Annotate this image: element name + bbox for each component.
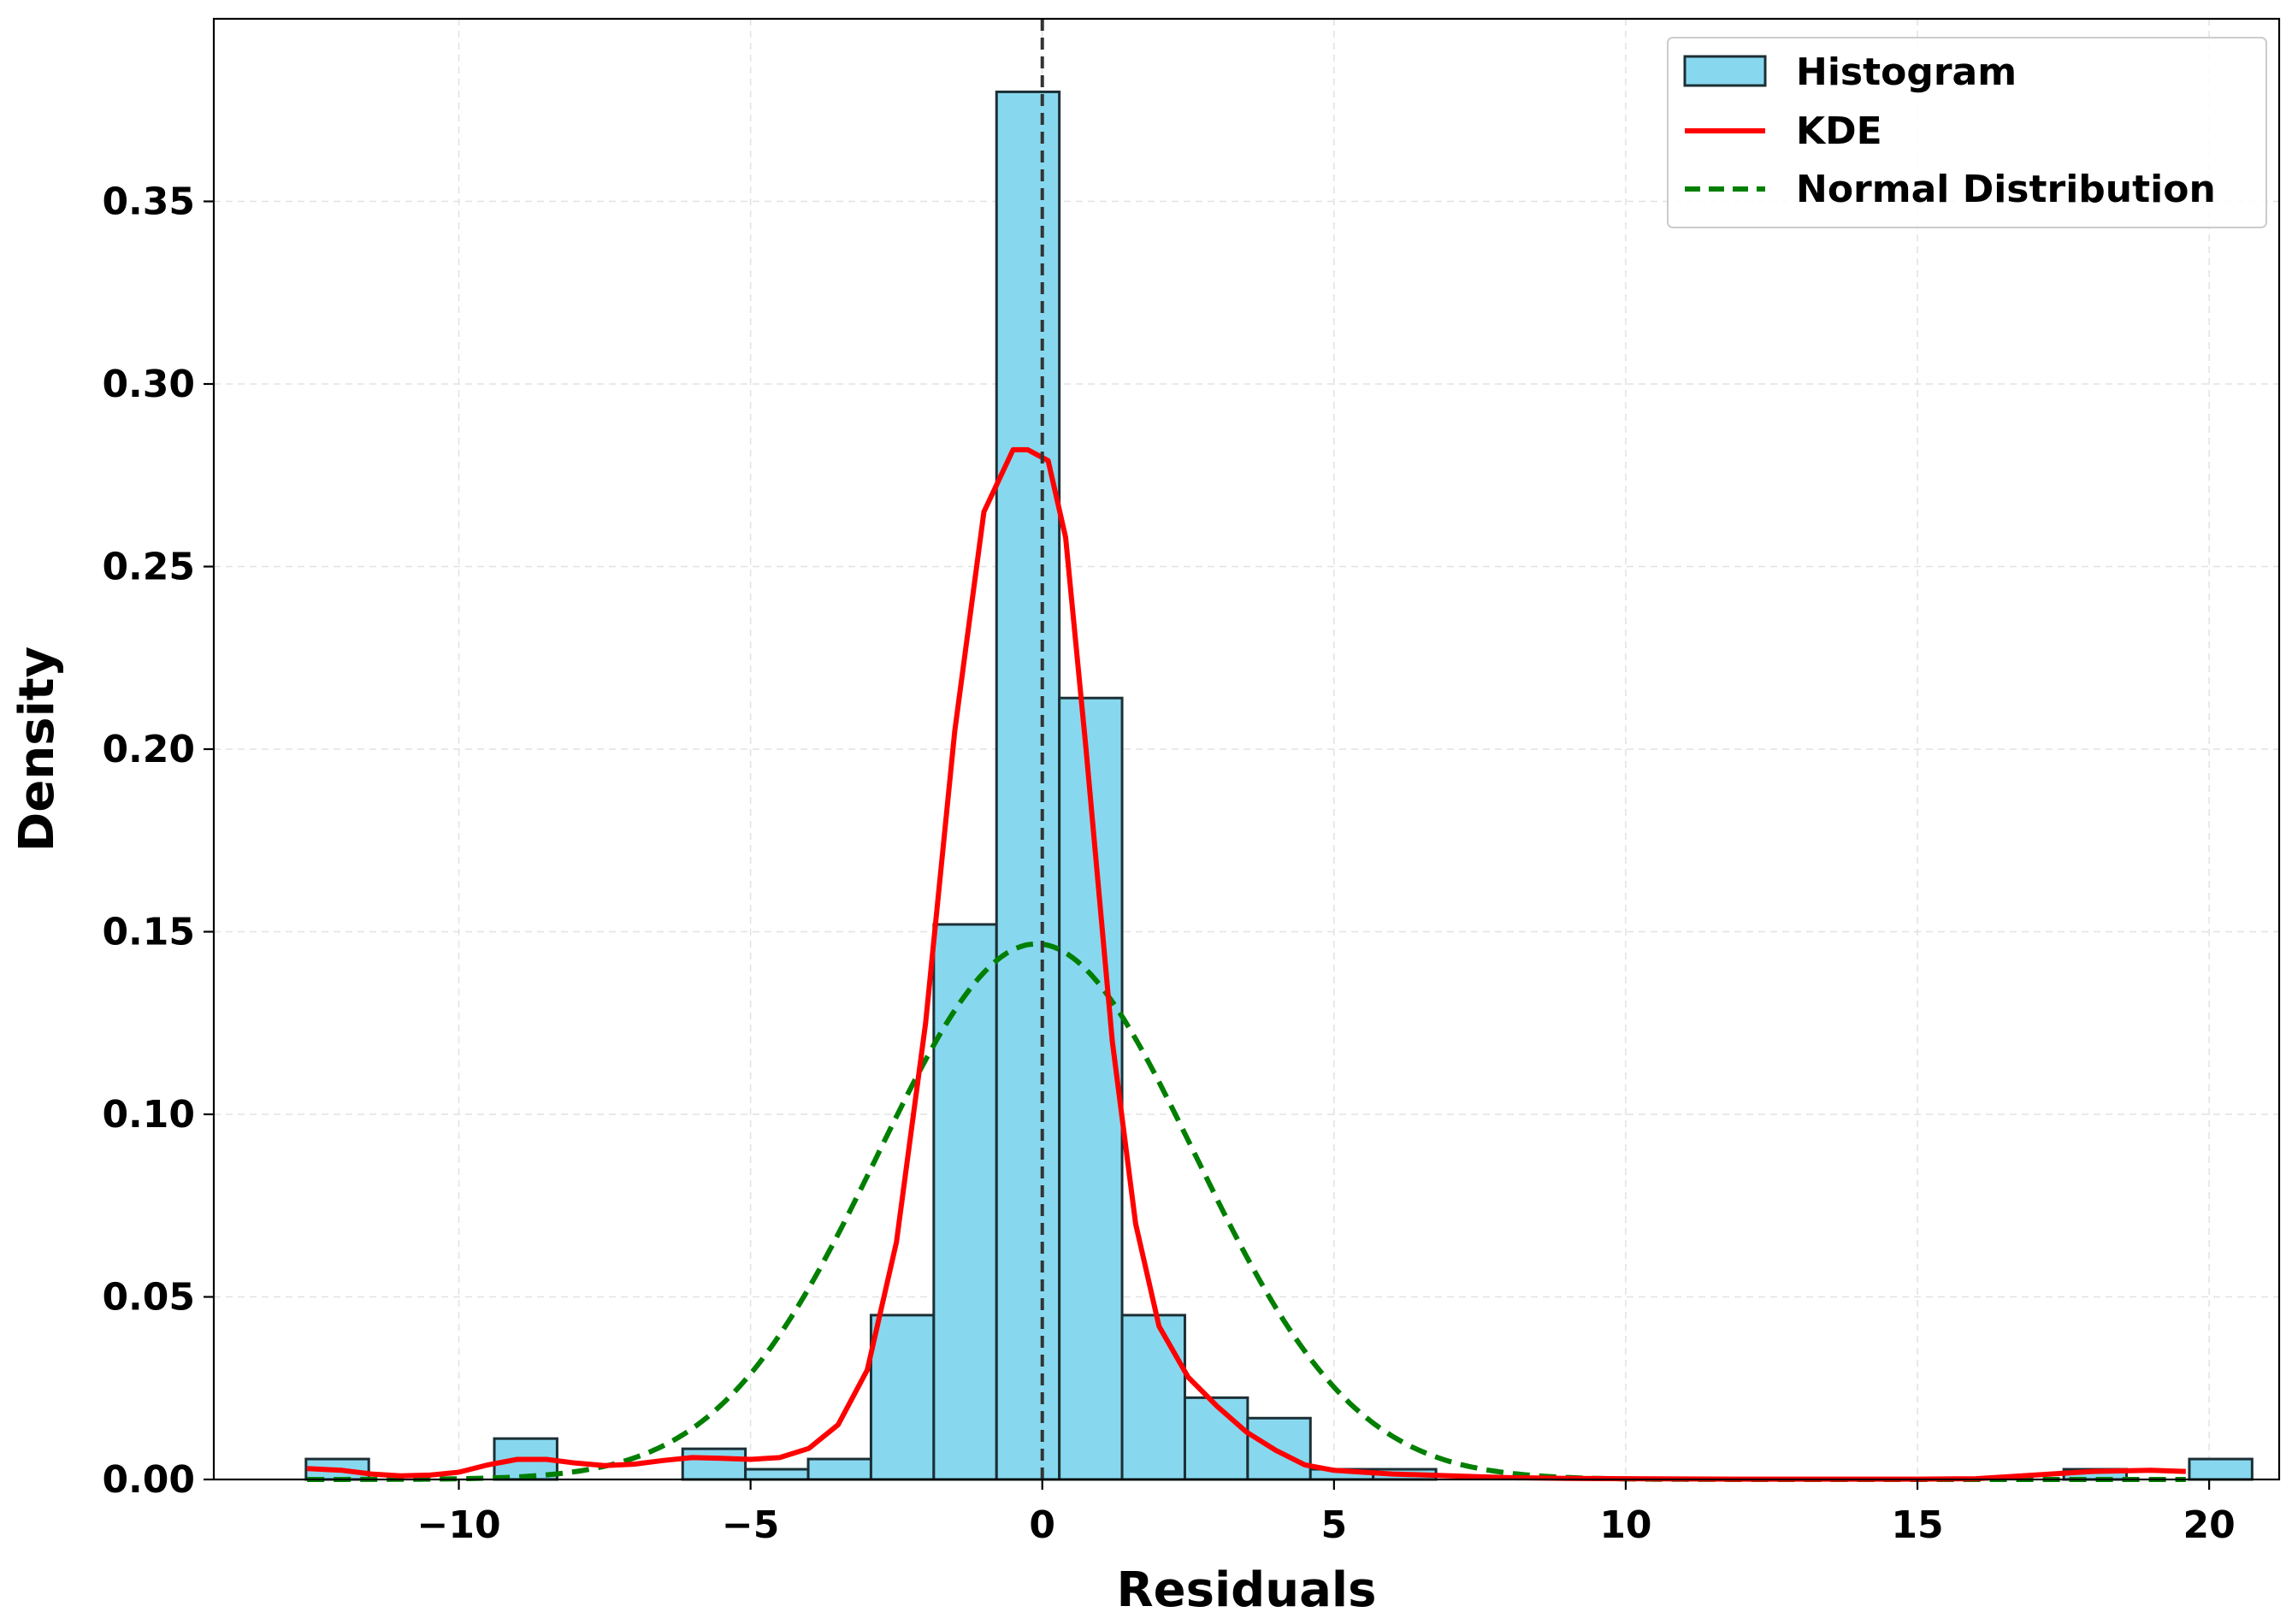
x-tick-label: 15: [1891, 1503, 1943, 1547]
x-tick-label: 10: [1599, 1503, 1651, 1547]
histogram-bar: [1246, 1416, 1312, 1481]
histogram-bar: [932, 923, 998, 1481]
histogram-bar: [1120, 1314, 1186, 1481]
legend-normal-distribution-label: Normal Distribution: [1796, 168, 2216, 211]
y-tick-label: 0.25: [102, 546, 195, 589]
histogram-bar: [806, 1457, 872, 1481]
legend: Histogram KDE Normal Distribution: [1667, 37, 2267, 228]
x-tick-label: −5: [722, 1503, 779, 1547]
x-axis-label: Residuals: [1117, 1562, 1377, 1618]
histogram-bar: [2188, 1457, 2254, 1481]
histogram-bar: [995, 90, 1061, 1481]
y-axis-ticks: 0.00 0.05 0.10 0.15 0.20 0.25 0.30 0.35: [102, 180, 214, 1502]
legend-kde-label: KDE: [1796, 109, 1882, 153]
kde-line: [307, 446, 2186, 1482]
kde-series: [307, 446, 2186, 1482]
y-tick-label: 0.35: [102, 180, 195, 224]
y-tick-label: 0.30: [102, 363, 195, 406]
histogram-bar: [744, 1468, 810, 1481]
y-tick-label: 0.15: [102, 911, 195, 954]
histogram-bar: [1183, 1396, 1249, 1481]
x-axis-ticks: −10 −5 0 5 10 15 20: [416, 1479, 2236, 1547]
histogram-bar: [681, 1447, 747, 1481]
x-tick-label: 5: [1321, 1503, 1348, 1547]
y-tick-label: 0.05: [102, 1276, 195, 1320]
legend-histogram-swatch: [1683, 55, 1767, 87]
y-axis-label: Density: [9, 647, 65, 852]
legend-box: [1667, 37, 2267, 228]
y-tick-label: 0.20: [102, 728, 195, 771]
y-tick-label: 0.00: [102, 1458, 195, 1502]
x-tick-label: 0: [1029, 1503, 1055, 1547]
x-tick-label: 20: [2183, 1503, 2236, 1547]
histogram-bar: [869, 1314, 936, 1481]
legend-histogram-label: Histogram: [1796, 50, 2017, 94]
x-tick-label: −10: [416, 1503, 500, 1547]
y-tick-label: 0.10: [102, 1093, 195, 1137]
